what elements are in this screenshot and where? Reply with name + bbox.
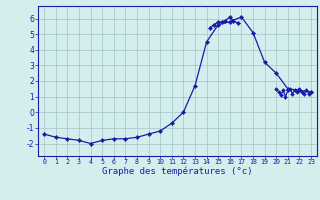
X-axis label: Graphe des températures (°c): Graphe des températures (°c) [102,166,253,176]
